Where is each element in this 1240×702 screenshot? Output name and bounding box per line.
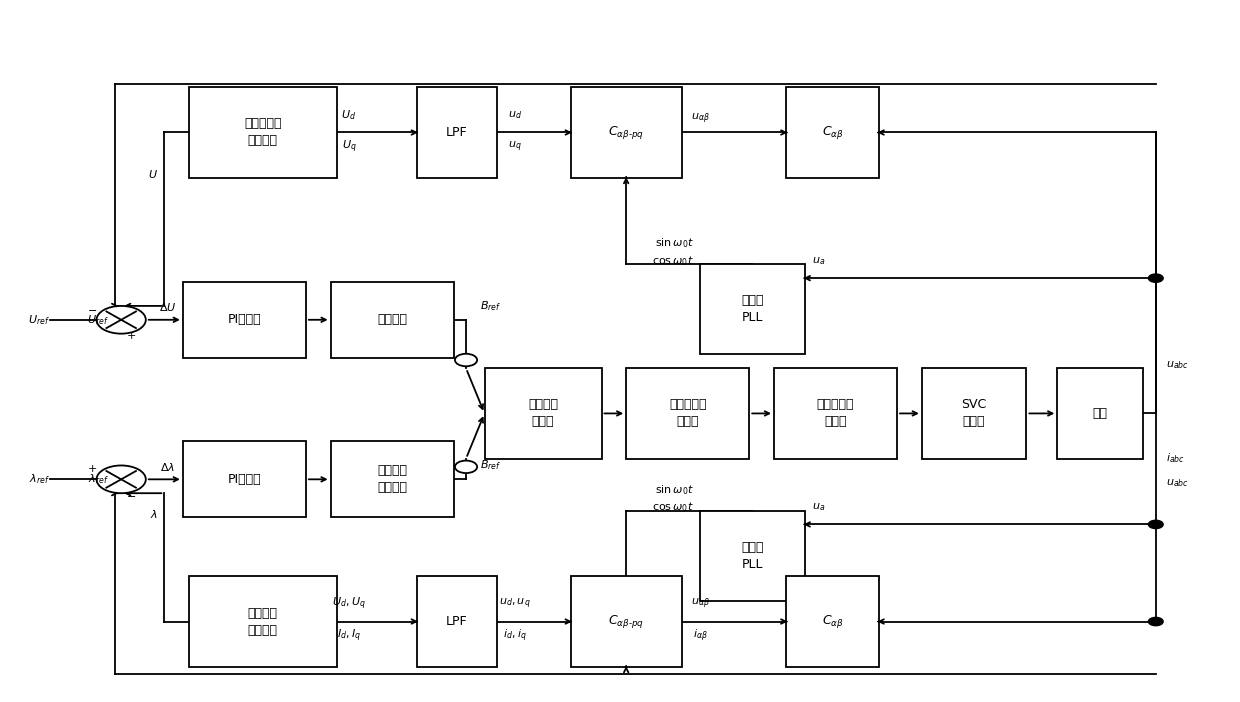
Text: $i_d,i_q$: $i_d,i_q$	[503, 627, 527, 644]
Text: $U_q$: $U_q$	[342, 138, 356, 154]
Bar	[417, 576, 497, 667]
Bar	[331, 441, 454, 517]
Bar	[1058, 369, 1143, 458]
Bar	[485, 369, 601, 458]
Circle shape	[1148, 520, 1163, 529]
Circle shape	[455, 354, 477, 366]
Bar	[786, 576, 879, 667]
Text: $U_{ref}$: $U_{ref}$	[27, 313, 50, 326]
Bar	[570, 88, 682, 178]
Text: $\lambda_{ref}$: $\lambda_{ref}$	[88, 472, 109, 486]
Text: $u_d,u_q$: $u_d,u_q$	[500, 597, 531, 611]
Bar	[921, 369, 1027, 458]
Bar	[701, 264, 805, 355]
Text: $\cos\omega_0 t$: $\cos\omega_0 t$	[652, 254, 694, 267]
Bar	[188, 576, 337, 667]
Text: PI控制器: PI控制器	[227, 473, 262, 486]
Text: $C_{\alpha\beta}$: $C_{\alpha\beta}$	[822, 613, 843, 630]
Text: $I_d,I_q$: $I_d,I_q$	[337, 627, 361, 644]
Text: $\Delta U$: $\Delta U$	[159, 301, 177, 313]
Text: $u_d$: $u_d$	[508, 110, 522, 121]
Text: $C_{\alpha\beta\text{-}pq}$: $C_{\alpha\beta\text{-}pq}$	[608, 613, 644, 630]
Text: 限幅环节: 限幅环节	[377, 313, 407, 326]
Text: $u_q$: $u_q$	[508, 139, 522, 154]
Text: $B_{ref}$: $B_{ref}$	[480, 458, 501, 472]
Text: LPF: LPF	[446, 126, 467, 139]
Circle shape	[97, 465, 146, 494]
Text: LPF: LPF	[446, 615, 467, 628]
Text: $u_{\alpha\beta}$: $u_{\alpha\beta}$	[691, 597, 709, 611]
Text: $\sin\omega_0 t$: $\sin\omega_0 t$	[655, 237, 694, 251]
Text: $u_{abc}$: $u_{abc}$	[1166, 477, 1189, 489]
Text: $u_{\alpha\beta}$: $u_{\alpha\beta}$	[691, 112, 709, 126]
Text: 锁相环
PLL: 锁相环 PLL	[742, 541, 764, 571]
Text: $+$: $+$	[87, 463, 97, 474]
Text: 锁相环
PLL: 锁相环 PLL	[742, 294, 764, 324]
Text: $B_{ref}$: $B_{ref}$	[480, 299, 501, 313]
Text: 电网: 电网	[1092, 407, 1107, 420]
Bar	[701, 510, 805, 601]
Text: 控制目标
选择器: 控制目标 选择器	[528, 399, 558, 428]
Circle shape	[1148, 274, 1163, 282]
Circle shape	[455, 461, 477, 473]
Text: 补偿导纳
计算环节: 补偿导纳 计算环节	[377, 464, 407, 494]
Text: 功率因数
计算环节: 功率因数 计算环节	[248, 607, 278, 637]
Text: 晶闸管触发
角计算: 晶闸管触发 角计算	[817, 399, 854, 428]
Circle shape	[1148, 617, 1163, 625]
Text: $\sin\omega_0 t$: $\sin\omega_0 t$	[655, 483, 694, 496]
Bar	[786, 88, 879, 178]
Text: 电压有效值
计算环节: 电压有效值 计算环节	[244, 117, 281, 147]
Text: $C_{\alpha\beta}$: $C_{\alpha\beta}$	[822, 124, 843, 141]
Bar	[188, 88, 337, 178]
Bar	[182, 282, 306, 358]
Text: SVC
主电路: SVC 主电路	[961, 399, 987, 428]
Text: $-$: $-$	[87, 304, 97, 314]
Text: $U_{ref}$: $U_{ref}$	[87, 313, 109, 326]
Text: $+$: $+$	[126, 329, 136, 340]
Text: $u_a$: $u_a$	[812, 501, 826, 513]
Text: $-$: $-$	[126, 489, 136, 500]
Bar	[417, 88, 497, 178]
Text: $u_a$: $u_a$	[812, 255, 826, 267]
Text: $\Delta\lambda$: $\Delta\lambda$	[160, 461, 176, 473]
Circle shape	[97, 306, 146, 333]
Bar	[626, 369, 749, 458]
Text: $C_{\alpha\beta\text{-}pq}$: $C_{\alpha\beta\text{-}pq}$	[608, 124, 644, 141]
Bar	[570, 576, 682, 667]
Text: PI控制器: PI控制器	[227, 313, 262, 326]
Bar	[774, 369, 897, 458]
Text: $U$: $U$	[149, 168, 159, 180]
Text: $U_d,U_q$: $U_d,U_q$	[332, 596, 366, 612]
Text: $i_{abc}$: $i_{abc}$	[1166, 451, 1184, 465]
Bar	[182, 441, 306, 517]
Text: $u_{abc}$: $u_{abc}$	[1166, 359, 1189, 371]
Text: 投切电容器
组计算: 投切电容器 组计算	[670, 399, 707, 428]
Text: $U_d$: $U_d$	[341, 108, 357, 122]
Text: $\lambda$: $\lambda$	[150, 508, 159, 520]
Text: $i_{\alpha\beta}$: $i_{\alpha\beta}$	[693, 627, 708, 644]
Text: $\cos\omega_0 t$: $\cos\omega_0 t$	[652, 500, 694, 514]
Bar	[331, 282, 454, 358]
Text: $\lambda_{ref}$: $\lambda_{ref}$	[29, 472, 50, 486]
